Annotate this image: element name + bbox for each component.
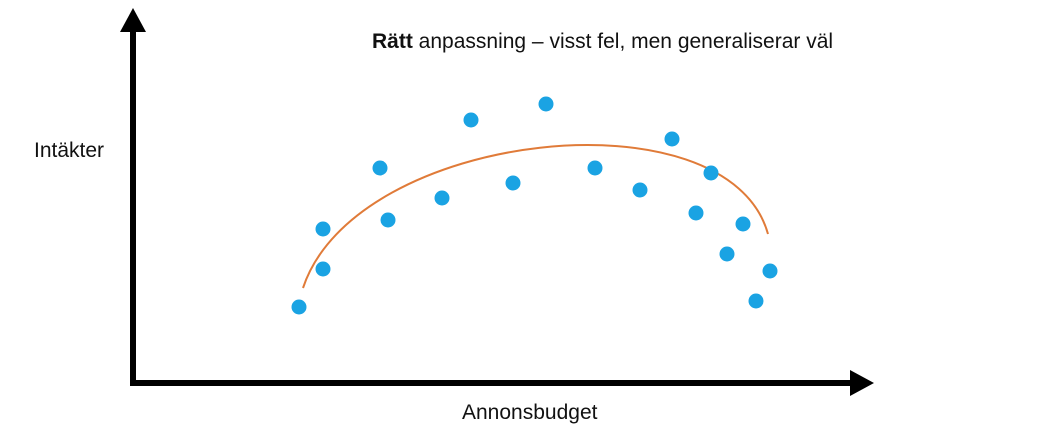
y-axis-arrowhead [120, 8, 146, 32]
data-points [291, 96, 778, 315]
x-axis-label: Annonsbudget [462, 401, 598, 424]
data-point [434, 190, 450, 206]
data-point [735, 216, 751, 232]
data-point [664, 131, 680, 147]
data-point [762, 263, 778, 279]
data-point [538, 96, 554, 112]
data-point [632, 182, 648, 198]
data-point [688, 205, 704, 221]
diagram-title: Rätt anpassning – visst fel, men general… [372, 28, 833, 56]
data-point [587, 160, 603, 176]
data-point [372, 160, 388, 176]
y-axis-label: Intäkter [34, 139, 105, 162]
title-text: anpassning – visst fel, men generalisera… [412, 30, 834, 53]
data-point [291, 299, 307, 315]
data-point [703, 165, 719, 181]
data-point [505, 175, 521, 191]
title-emphasis: Rätt [372, 30, 413, 53]
data-point [315, 221, 331, 237]
data-point [315, 261, 331, 277]
x-axis-arrowhead [850, 370, 874, 396]
data-point [380, 212, 396, 228]
data-point [463, 112, 479, 128]
fitted-curve [302, 144, 769, 289]
data-point [748, 293, 764, 309]
data-point [719, 246, 735, 262]
